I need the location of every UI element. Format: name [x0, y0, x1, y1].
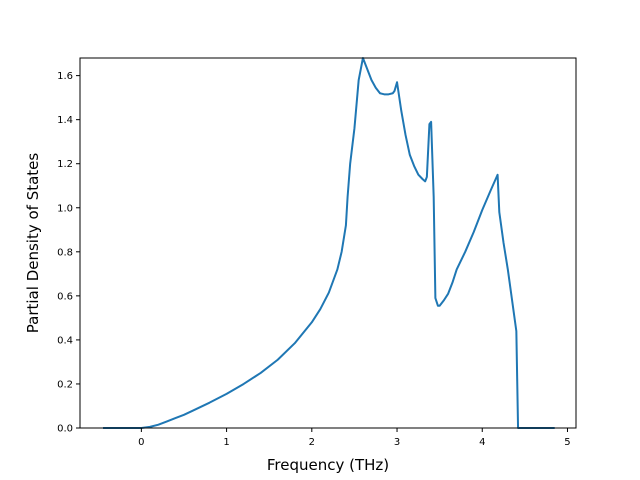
y-tick-label: 0.0	[57, 424, 73, 435]
x-tick-label: 3	[394, 437, 400, 448]
y-tick-label: 1.0	[57, 203, 73, 214]
y-tick-label: 1.6	[57, 71, 73, 82]
x-tick-label: 4	[479, 437, 485, 448]
y-tick-label: 0.2	[57, 379, 73, 390]
x-tick-label: 0	[138, 437, 144, 448]
y-tick-label: 1.2	[57, 159, 73, 170]
x-axis-label: Frequency (THz)	[267, 456, 389, 474]
y-tick-label: 1.4	[57, 115, 73, 126]
axes-frame	[79, 57, 577, 429]
y-tick-label: 0.8	[57, 247, 73, 258]
x-tick-label: 5	[564, 437, 570, 448]
x-tick-label: 1	[223, 437, 229, 448]
y-axis-label: Partial Density of States	[24, 153, 42, 334]
y-tick-label: 0.4	[57, 335, 73, 346]
x-tick-label: 2	[309, 437, 315, 448]
pdos-line-0	[103, 57, 555, 429]
y-tick-label: 0.6	[57, 291, 73, 302]
plot-area	[103, 57, 555, 429]
axis-ticks: 0 1 2 3 4 5 0.0 0.2 0.4 0.6 0.8 1.0 1.2 1.4 1.6	[57, 71, 571, 448]
